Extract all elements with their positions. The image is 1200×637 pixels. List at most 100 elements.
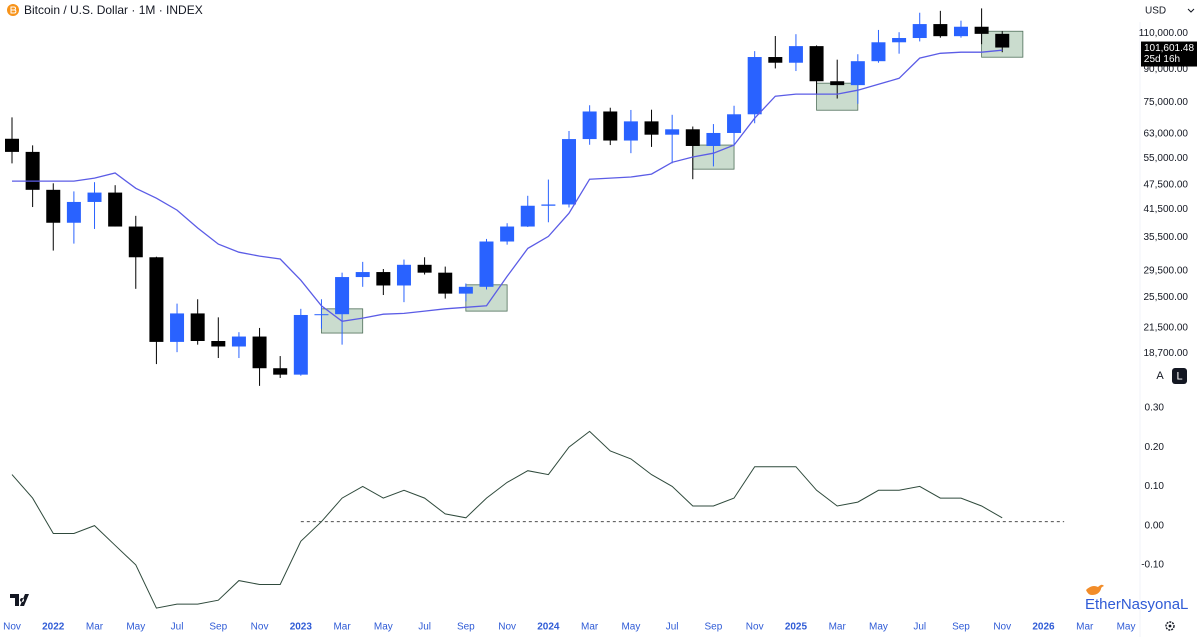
- y-tick-label: 0.10: [1145, 481, 1165, 492]
- y-tick-label: 0.30: [1145, 402, 1165, 413]
- candle-body: [314, 314, 329, 316]
- candle-body: [149, 257, 164, 342]
- log-scale-label[interactable]: L: [1176, 370, 1182, 382]
- candle-body: [850, 61, 865, 86]
- candle-body: [644, 121, 659, 135]
- y-tick-label: 63,000.00: [1144, 128, 1189, 139]
- x-tick-label: Mar: [86, 622, 104, 633]
- candle-body: [231, 336, 246, 347]
- x-tick-label: Jul: [171, 622, 184, 633]
- candle-body: [252, 336, 267, 369]
- x-tick-label: Sep: [952, 622, 970, 633]
- x-tick-label: May: [126, 622, 145, 633]
- y-tick-label: 29,500.00: [1144, 265, 1189, 276]
- candle-body: [273, 368, 288, 375]
- bitcoin-glyph: [10, 6, 17, 14]
- x-tick-label: Jul: [666, 622, 679, 633]
- candle-body: [685, 129, 700, 146]
- y-tick-label: 110,000.00: [1139, 28, 1189, 39]
- y-tick-label: 75,000.00: [1144, 97, 1189, 108]
- x-tick-label: Nov: [746, 622, 764, 633]
- currency-selector[interactable]: USD: [1145, 6, 1166, 17]
- candle-body: [809, 46, 824, 82]
- candle-body: [706, 132, 721, 146]
- candle-body: [541, 204, 556, 206]
- y-tick-label: 41,500.00: [1144, 204, 1189, 215]
- candle-body: [933, 24, 948, 37]
- candle-body: [582, 111, 597, 140]
- x-tick-label: 2025: [785, 622, 808, 633]
- y-tick-label: 18,700.00: [1144, 348, 1189, 359]
- candle-body: [665, 129, 680, 135]
- candle-body: [108, 192, 123, 227]
- candle-body: [335, 277, 350, 315]
- x-tick-label: Mar: [829, 622, 847, 633]
- y-tick-label: 35,500.00: [1144, 232, 1189, 243]
- candle-body: [500, 226, 515, 242]
- x-tick-label: May: [869, 622, 888, 633]
- x-tick-label: May: [621, 622, 640, 633]
- candle-body: [974, 26, 989, 34]
- candle-body: [768, 57, 783, 63]
- indicator-line: [11, 430, 1003, 609]
- x-tick-label: Nov: [498, 622, 516, 633]
- x-tick-label: Mar: [333, 622, 351, 633]
- candle-body: [438, 272, 453, 294]
- candle-body: [830, 81, 845, 86]
- x-tick-label: Jul: [913, 622, 926, 633]
- x-tick-label: Mar: [581, 622, 599, 633]
- candle-body: [170, 313, 185, 342]
- watermark-logo: [1086, 584, 1104, 595]
- candle-body: [458, 286, 473, 294]
- x-tick-label: Jul: [418, 622, 431, 633]
- settings-dot[interactable]: [1168, 624, 1172, 628]
- candle-body: [293, 314, 308, 375]
- x-tick-label: 2026: [1032, 622, 1055, 633]
- candle-body: [727, 114, 742, 133]
- last-price-box: [1141, 41, 1197, 67]
- candle-body: [190, 313, 205, 341]
- x-tick-label: Sep: [209, 622, 227, 633]
- candle-body: [376, 272, 391, 286]
- chart-title: Bitcoin / U.S. Dollar · 1M · INDEX: [24, 3, 203, 17]
- y-tick-label: 55,000.00: [1144, 153, 1189, 164]
- y-tick-label: 0.00: [1145, 520, 1165, 531]
- countdown-label: 25d 16h: [1144, 54, 1180, 65]
- tradingview-logo[interactable]: [10, 594, 29, 606]
- candle-body: [562, 139, 577, 205]
- candle-body: [912, 24, 927, 39]
- y-tick-label: 0.20: [1145, 442, 1165, 453]
- x-tick-label: Nov: [993, 622, 1011, 633]
- x-tick-label: 2022: [42, 622, 65, 633]
- candle-body: [66, 201, 81, 223]
- y-tick-label: 21,500.00: [1144, 323, 1189, 334]
- candle-body: [211, 340, 226, 347]
- auto-scale-button[interactable]: A: [1156, 370, 1164, 382]
- candle-body: [46, 189, 61, 223]
- log-scale-button[interactable]: [1172, 368, 1187, 384]
- x-tick-label: Sep: [457, 622, 475, 633]
- candle-body: [396, 264, 411, 286]
- candle-body: [5, 138, 19, 152]
- x-tick-label: May: [374, 622, 393, 633]
- candle-body: [871, 42, 886, 62]
- candle-body: [995, 33, 1010, 48]
- candle-body: [355, 272, 370, 278]
- currency-chevron[interactable]: [1187, 8, 1195, 13]
- x-tick-label: 2023: [290, 622, 313, 633]
- candle-body: [747, 57, 762, 115]
- x-tick-label: Nov: [251, 622, 269, 633]
- candle-body: [623, 121, 638, 141]
- y-tick-label: 25,500.00: [1144, 292, 1189, 303]
- x-tick-label: Sep: [705, 622, 723, 633]
- candle-body: [479, 241, 494, 287]
- candle-body: [892, 38, 907, 43]
- watermark-text: EtherNasyonaL: [1085, 596, 1188, 613]
- x-tick-label: Mar: [1076, 622, 1094, 633]
- x-tick-label: Nov: [3, 622, 21, 633]
- settings-button[interactable]: [1165, 621, 1175, 631]
- candle-body: [87, 192, 102, 202]
- candle-body: [953, 26, 968, 37]
- x-tick-label: May: [1117, 622, 1136, 633]
